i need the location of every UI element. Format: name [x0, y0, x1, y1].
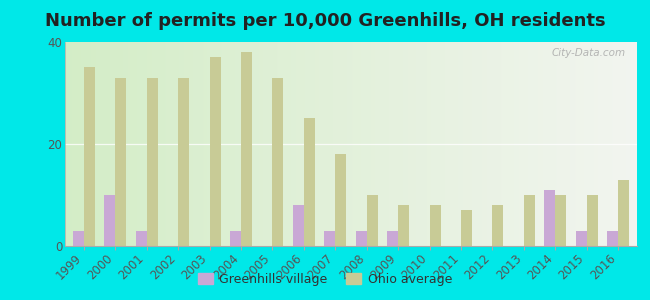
Bar — [209, 57, 220, 246]
Bar — [398, 205, 409, 246]
Bar — [387, 231, 398, 246]
Bar — [178, 78, 189, 246]
Bar — [618, 180, 629, 246]
Bar — [147, 78, 158, 246]
Bar — [324, 231, 335, 246]
Bar — [555, 195, 566, 246]
Bar — [430, 205, 441, 246]
Bar — [104, 195, 115, 246]
Bar — [115, 78, 126, 246]
Bar — [367, 195, 378, 246]
Bar — [524, 195, 535, 246]
Bar — [493, 205, 504, 246]
Bar — [84, 68, 95, 246]
Bar — [230, 231, 241, 246]
Bar — [272, 78, 283, 246]
Text: Number of permits per 10,000 Greenhills, OH residents: Number of permits per 10,000 Greenhills,… — [45, 12, 605, 30]
Text: City-Data.com: City-Data.com — [551, 48, 625, 58]
Bar — [241, 52, 252, 246]
Bar — [461, 210, 472, 246]
Bar — [293, 205, 304, 246]
Bar — [576, 231, 587, 246]
Bar — [335, 154, 346, 246]
Bar — [304, 118, 315, 246]
Bar — [587, 195, 598, 246]
Bar — [356, 231, 367, 246]
Bar — [136, 231, 147, 246]
Bar — [607, 231, 618, 246]
Legend: Greenhills village, Ohio average: Greenhills village, Ohio average — [193, 268, 457, 291]
Bar — [73, 231, 84, 246]
Bar — [544, 190, 555, 246]
